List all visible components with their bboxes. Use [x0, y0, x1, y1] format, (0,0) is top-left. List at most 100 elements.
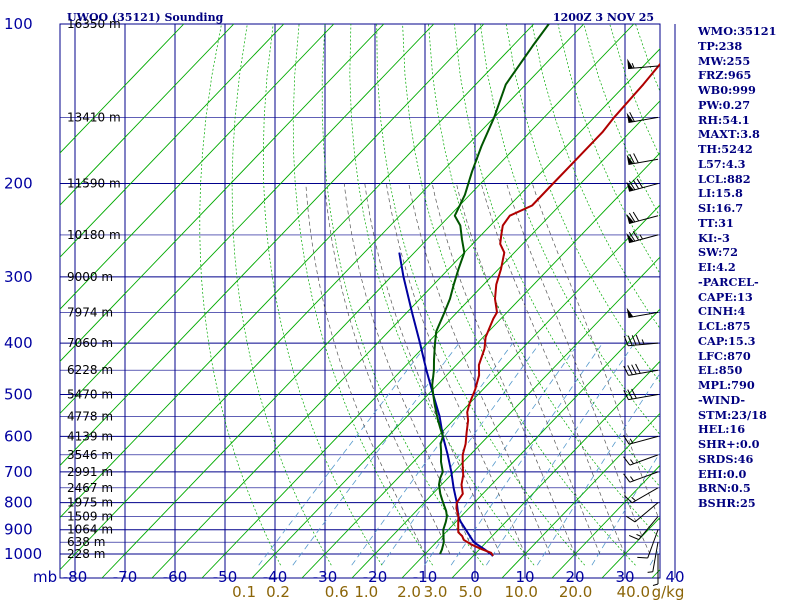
wind-barb [623, 388, 659, 401]
wind-barb [647, 542, 659, 573]
moist-adiabat [385, 183, 526, 555]
barb-flag [623, 473, 631, 483]
wind-barb [626, 307, 659, 319]
pressure-tick-label: 700 [4, 463, 33, 481]
pressure-tick-label: 900 [4, 521, 33, 539]
dry-adiabat [262, 24, 383, 566]
isotherm-line [60, 24, 485, 467]
wind-barb [623, 471, 659, 483]
moist-adiabat [531, 183, 660, 522]
barb-flag [636, 178, 643, 188]
isotherm-line [60, 24, 285, 258]
dry-adiabat [292, 24, 433, 566]
index-item: CAP:15.3 [698, 333, 756, 348]
barb-flag [635, 334, 641, 345]
wind-barb [626, 502, 659, 523]
isotherm-line [351, 256, 660, 578]
mixing-ratio-label: 0.1 [232, 583, 256, 600]
barb-half-flag [631, 496, 636, 502]
isotherm-line [60, 24, 435, 415]
wind-barb [626, 211, 659, 224]
pressure-tick-label: 200 [4, 175, 33, 193]
temperature-trace [455, 62, 660, 557]
barb-flag [633, 153, 639, 163]
barb-flag [628, 180, 636, 191]
wind-barb [623, 435, 659, 445]
height-label: 4139 m [67, 429, 113, 443]
barb-staff [628, 393, 659, 401]
stability-indices-list: WMO:35121 TP:238 MW:255 FRZ:965 WB0:999 PW:0.… [698, 24, 777, 511]
index-item: CAPE:13 [698, 289, 753, 304]
index-item: SI:16.7 [698, 201, 744, 215]
dry-adiabat [231, 24, 332, 566]
barb-flag [637, 556, 648, 559]
height-label: 1975 m [67, 496, 113, 510]
barb-flag [631, 364, 637, 375]
mixing-ratio-label: 3.0 [424, 583, 448, 600]
barb-flag [631, 335, 637, 346]
isotherm-line [60, 24, 235, 206]
barb-flag [631, 388, 637, 399]
isotherm-line [60, 24, 385, 362]
isotherm-line [551, 464, 660, 578]
index-item: WMO:35121 [698, 24, 777, 38]
mixing-ratio-label: 20.0 [559, 583, 592, 600]
pressure-tick-label: 400 [4, 334, 33, 352]
mixing-ratio-line [450, 342, 603, 566]
barb-pennant [626, 233, 634, 243]
wind-barb [637, 529, 659, 559]
barb-staff [629, 471, 659, 483]
temperature-tick-label: -80 [63, 568, 88, 586]
barb-flag [632, 230, 640, 241]
barb-half-flag [630, 459, 634, 465]
mixing-ratio-label: 5.0 [459, 583, 483, 600]
temperature-tick-label: 40 [665, 568, 684, 586]
barb-half-flag [630, 476, 634, 482]
index-item: RH:54.1 [698, 112, 750, 127]
barb-pennant [626, 181, 634, 192]
sounding-time: 1200Z 3 NOV 25 [553, 11, 654, 24]
barb-flag [628, 212, 636, 223]
mixing-ratio-line [424, 342, 579, 566]
mixing-ratio-unit-label: g/kg [652, 583, 685, 600]
height-label: 2467 m [67, 481, 113, 495]
index-item: SRDS:46 [698, 451, 754, 466]
barb-half-flag [641, 339, 645, 345]
wind-barb [623, 363, 659, 376]
pressure-tick-label: 600 [4, 427, 33, 445]
barb-staff [628, 342, 659, 347]
barb-staff [634, 502, 659, 523]
barb-half-flag [629, 438, 634, 444]
index-item: -WIND- [698, 392, 746, 407]
mixing-ratio-line [381, 342, 541, 566]
barb-flag [623, 335, 629, 346]
mixing-ratio-line [292, 342, 460, 566]
index-item: BSHR:25 [698, 496, 756, 510]
temperature-tick-label: -20 [363, 568, 388, 586]
temperature-tick-label: -30 [313, 568, 338, 586]
wind-barb [626, 230, 659, 244]
height-label: 1064 m [67, 523, 113, 537]
mixing-ratio-label: 0.2 [266, 583, 290, 600]
index-item: CINH:4 [698, 304, 746, 319]
index-item: TH:5242 [698, 142, 753, 156]
pressure-tick-label: 100 [4, 15, 33, 33]
wind-barb [623, 334, 659, 347]
height-label: 7060 m [67, 336, 113, 350]
index-item: BRN:0.5 [698, 481, 751, 496]
wind-barb [626, 111, 659, 124]
pressure-tick-label: 1000 [4, 545, 42, 563]
pressure-unit-label: mb [33, 568, 57, 586]
temperature-tick-label: -40 [263, 568, 288, 586]
moist-adiabat [408, 183, 551, 555]
isotherm-line [60, 24, 185, 154]
barb-staff [628, 369, 659, 376]
index-item: STM:23/18 [698, 407, 767, 422]
index-item: L57:4.3 [698, 156, 746, 171]
temperature-tick-label: 20 [565, 568, 584, 586]
index-item: HEL:16 [698, 422, 746, 437]
barb-flag [632, 211, 640, 222]
index-item: LI:15.8 [698, 186, 743, 201]
index-item: EI:4.2 [698, 260, 736, 274]
barb-staff [652, 542, 659, 572]
